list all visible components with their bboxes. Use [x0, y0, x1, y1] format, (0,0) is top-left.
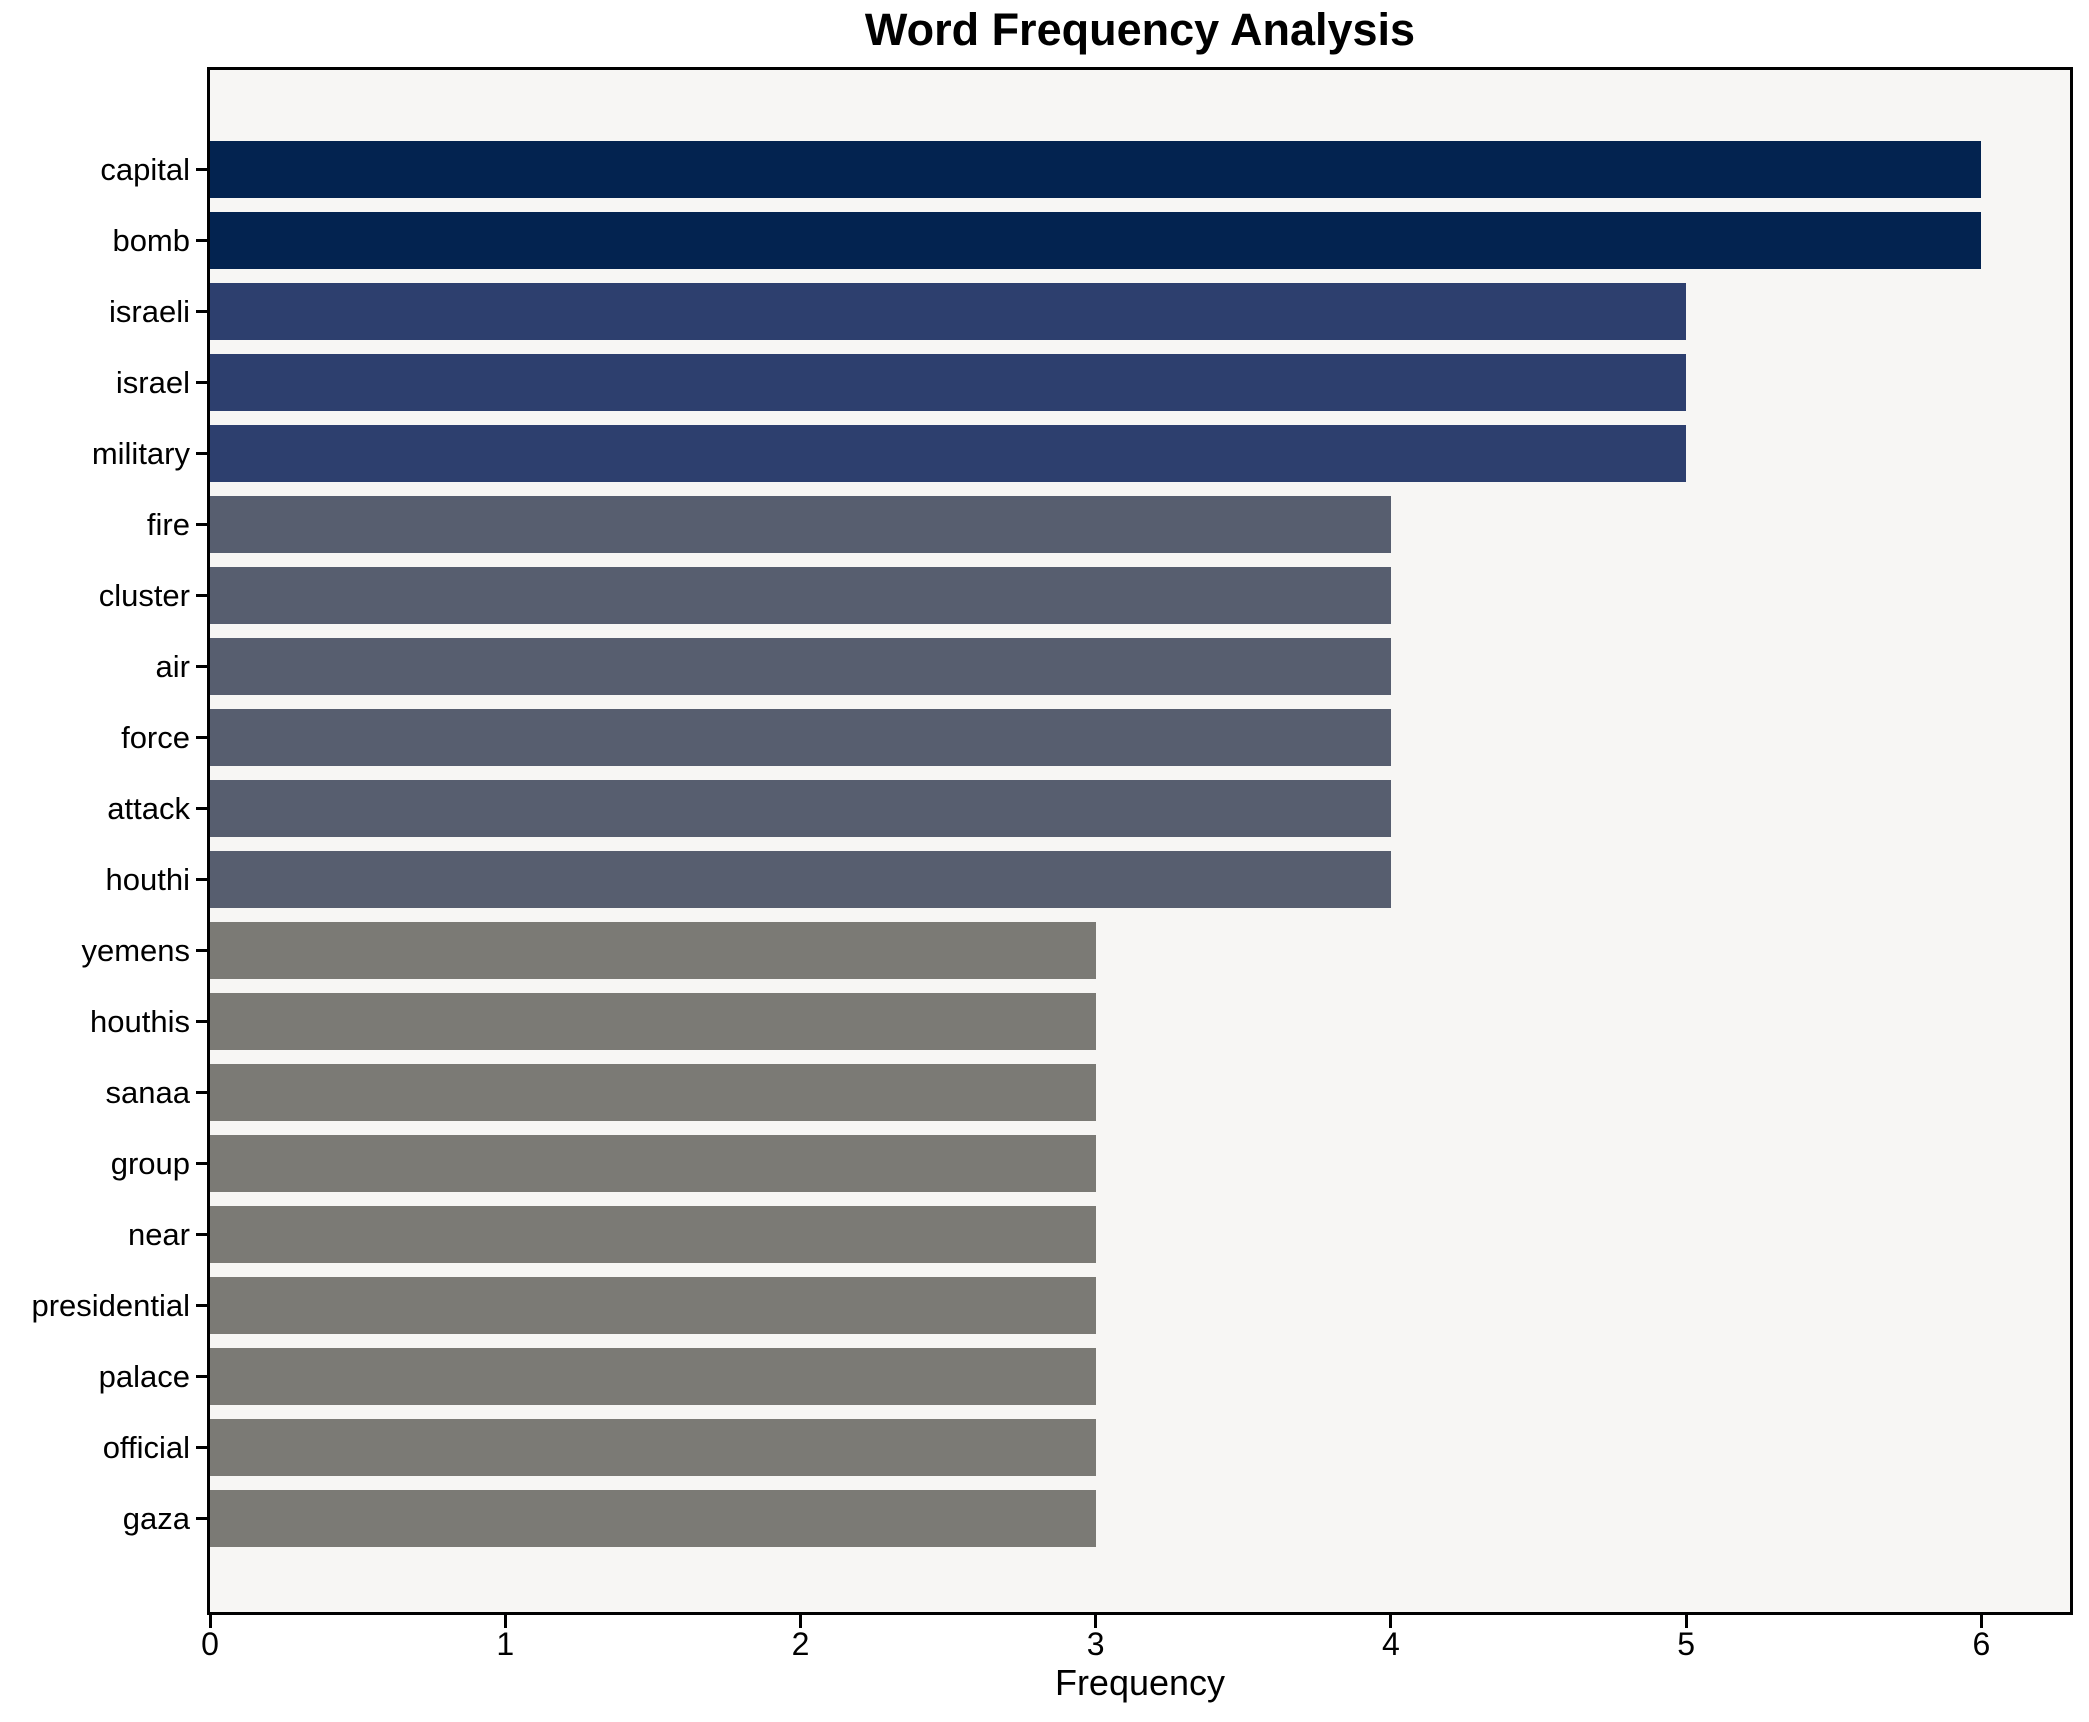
- x-tick-label-3: 3: [1086, 1626, 1105, 1662]
- y-tick-gaza: [196, 1517, 208, 1520]
- x-tick-mark-5: [1684, 1615, 1688, 1628]
- bar-official: [210, 1419, 1096, 1476]
- y-tick-cluster: [196, 594, 208, 597]
- y-tick-yemens: [196, 949, 208, 952]
- y-label-gaza: gaza: [122, 1500, 190, 1536]
- y-label-sanaa: sanaa: [105, 1074, 190, 1110]
- x-tick-mark-0: [208, 1615, 212, 1628]
- y-tick-near: [196, 1233, 208, 1236]
- x-tick-label-1: 1: [496, 1626, 515, 1662]
- x-tick-mark-1: [503, 1615, 507, 1628]
- bar-houthis: [210, 993, 1096, 1050]
- y-tick-israel: [196, 381, 208, 384]
- y-label-houthis: houthis: [90, 1003, 190, 1039]
- y-label-palace: palace: [98, 1358, 190, 1394]
- x-tick-label-0: 0: [201, 1626, 219, 1662]
- y-label-official: official: [102, 1429, 190, 1465]
- bar-presidential: [210, 1277, 1096, 1334]
- bar-palace: [210, 1348, 1096, 1405]
- y-label-attack: attack: [107, 790, 190, 826]
- y-tick-sanaa: [196, 1091, 208, 1094]
- bar-capital: [210, 141, 1982, 198]
- x-axis-title: Frequency: [1054, 1662, 1226, 1703]
- bar-sanaa: [210, 1064, 1096, 1121]
- y-tick-attack: [196, 807, 208, 810]
- y-tick-group: [196, 1162, 208, 1165]
- y-tick-houthi: [196, 878, 208, 881]
- y-label-cluster: cluster: [98, 577, 190, 613]
- y-tick-fire: [196, 523, 208, 526]
- y-label-israel: israel: [115, 364, 190, 400]
- bar-military: [210, 425, 1687, 482]
- bar-attack: [210, 780, 1391, 837]
- y-label-fire: fire: [146, 506, 190, 542]
- y-label-israeli: israeli: [109, 293, 190, 329]
- bar-near: [210, 1206, 1096, 1263]
- y-label-houthi: houthi: [105, 861, 190, 897]
- x-tick-mark-3: [1094, 1615, 1098, 1628]
- y-label-near: near: [127, 1216, 190, 1252]
- y-tick-israeli: [196, 310, 208, 313]
- x-tick-mark-6: [1979, 1615, 1983, 1628]
- y-label-air: air: [155, 648, 190, 684]
- bar-cluster: [210, 567, 1391, 624]
- y-label-group: group: [110, 1145, 190, 1181]
- chart-title: Word Frequency Analysis: [864, 4, 1416, 55]
- bar-yemens: [210, 922, 1096, 979]
- x-tick-label-6: 6: [1972, 1626, 1991, 1662]
- plot-area: [207, 67, 2073, 1615]
- y-tick-air: [196, 665, 208, 668]
- y-tick-palace: [196, 1375, 208, 1378]
- bar-fire: [210, 496, 1391, 553]
- bar-houthi: [210, 851, 1391, 908]
- y-label-military: military: [91, 435, 190, 471]
- y-tick-military: [196, 452, 208, 455]
- bar-gaza: [210, 1490, 1096, 1547]
- y-label-presidential: presidential: [31, 1287, 190, 1323]
- bar-bomb: [210, 212, 1982, 269]
- x-tick-mark-4: [1389, 1615, 1393, 1628]
- bar-israeli: [210, 283, 1687, 340]
- y-label-force: force: [121, 719, 190, 755]
- x-tick-label-2: 2: [791, 1626, 810, 1662]
- y-label-yemens: yemens: [81, 932, 190, 968]
- y-tick-houthis: [196, 1020, 208, 1023]
- bar-group: [210, 1135, 1096, 1192]
- y-tick-bomb: [196, 239, 208, 242]
- x-tick-label-4: 4: [1382, 1626, 1400, 1662]
- x-tick-label-5: 5: [1677, 1626, 1696, 1662]
- y-tick-force: [196, 736, 208, 739]
- x-tick-mark-2: [798, 1615, 802, 1628]
- bar-air: [210, 638, 1391, 695]
- y-tick-capital: [196, 168, 208, 171]
- bar-israel: [210, 354, 1687, 411]
- y-label-bomb: bomb: [112, 222, 190, 258]
- y-tick-official: [196, 1446, 208, 1449]
- bar-force: [210, 709, 1391, 766]
- y-label-capital: capital: [100, 151, 190, 187]
- y-tick-presidential: [196, 1304, 208, 1307]
